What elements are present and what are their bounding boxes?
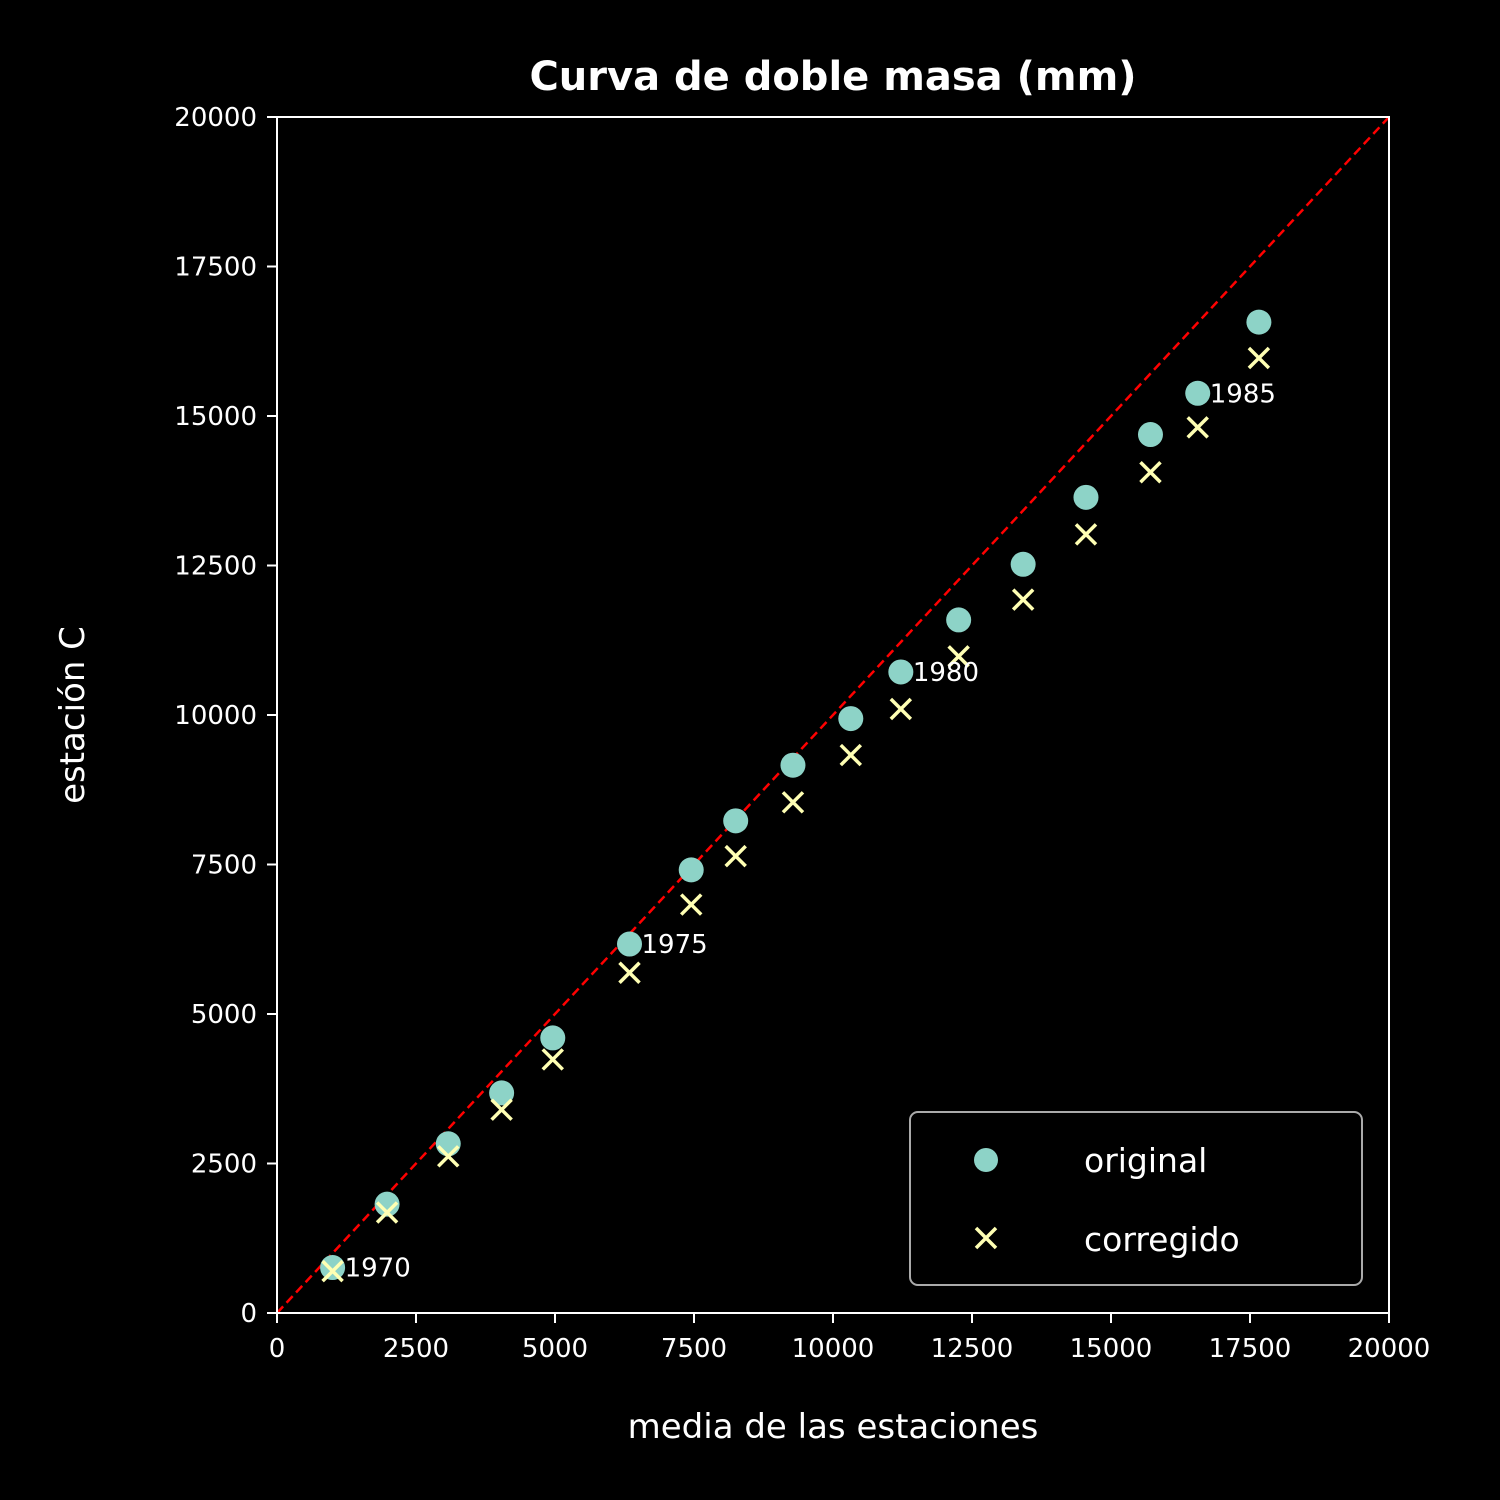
point-original-14 bbox=[1137, 422, 1163, 448]
x-tick-label-3: 7500 bbox=[661, 1334, 727, 1364]
point-corregido-7 bbox=[724, 844, 747, 868]
annotation-1985: 1985 bbox=[1210, 379, 1276, 409]
y-axis-label: estación C bbox=[53, 626, 93, 804]
point-original-8 bbox=[780, 752, 806, 778]
x-tick-label-4: 10000 bbox=[792, 1334, 875, 1364]
point-corregido-5 bbox=[618, 961, 641, 984]
y-tick-label-8: 20000 bbox=[174, 103, 257, 133]
x-axis-label: media de las estaciones bbox=[628, 1407, 1039, 1447]
x-tick-label-8: 20000 bbox=[1348, 1334, 1431, 1364]
x-tick-label-1: 2500 bbox=[383, 1334, 449, 1364]
y-tick-label-1: 2500 bbox=[191, 1150, 257, 1180]
point-corregido-6 bbox=[679, 893, 703, 916]
point-original-11 bbox=[946, 607, 972, 633]
reference-line bbox=[276, 116, 1390, 1314]
point-original-4 bbox=[540, 1025, 566, 1051]
year-annotations: 1970 1975 1980 1985 bbox=[345, 379, 1276, 1283]
point-corregido-13 bbox=[1074, 523, 1098, 546]
point-original-9 bbox=[838, 706, 864, 732]
legend-marker-original bbox=[974, 1148, 998, 1172]
point-original-1 bbox=[374, 1191, 400, 1217]
point-corregido-1 bbox=[375, 1201, 399, 1224]
y-tick-label-4: 10000 bbox=[174, 701, 257, 731]
legend-label-original: original bbox=[1084, 1141, 1207, 1180]
chart-title: Curva de doble masa (mm) bbox=[529, 54, 1136, 100]
point-corregido-9 bbox=[839, 743, 863, 767]
y-tick-label-6: 15000 bbox=[174, 402, 257, 432]
legend-box bbox=[909, 1111, 1363, 1286]
point-corregido-10 bbox=[889, 697, 913, 721]
point-original-7 bbox=[723, 808, 749, 834]
point-original-12 bbox=[1010, 551, 1036, 577]
point-original-5 bbox=[617, 931, 643, 957]
plot-frame bbox=[276, 116, 1390, 1314]
x-tick-label-5: 12500 bbox=[931, 1334, 1014, 1364]
annotation-1975: 1975 bbox=[642, 930, 708, 960]
point-corregido-0 bbox=[321, 1259, 344, 1283]
x-tick-label-7: 17500 bbox=[1209, 1334, 1292, 1364]
y-tick-label-2: 5000 bbox=[191, 1000, 257, 1030]
point-original-10 bbox=[888, 659, 914, 685]
x-tick-label-2: 5000 bbox=[522, 1334, 588, 1364]
point-original-3 bbox=[489, 1080, 515, 1106]
data-points bbox=[320, 309, 1272, 1283]
point-original-2 bbox=[435, 1131, 461, 1157]
point-original-0 bbox=[320, 1255, 346, 1281]
y-tick-label-3: 7500 bbox=[191, 851, 257, 881]
x-tick-label-0: 0 bbox=[269, 1334, 286, 1364]
point-original-6 bbox=[678, 857, 704, 883]
y-tick-label-7: 17500 bbox=[174, 253, 257, 283]
point-original-15 bbox=[1185, 380, 1211, 406]
legend: original corregido bbox=[909, 1111, 1363, 1286]
axis-ticks: 0 2500 5000 7500 10000 12500 15000 17500 20000 0 2… bbox=[174, 103, 1430, 1364]
legend-label-corregido: corregido bbox=[1084, 1220, 1240, 1259]
point-corregido-15 bbox=[1186, 416, 1209, 439]
y-tick-label-0: 0 bbox=[240, 1299, 257, 1329]
point-corregido-14 bbox=[1139, 460, 1162, 484]
legend-marker-corregido bbox=[974, 1226, 998, 1250]
annotation-1980: 1980 bbox=[913, 658, 979, 688]
point-corregido-8 bbox=[781, 791, 805, 814]
point-corregido-11 bbox=[947, 645, 970, 668]
point-original-16 bbox=[1246, 309, 1272, 335]
y-tick-label-5: 12500 bbox=[174, 552, 257, 582]
point-corregido-3 bbox=[490, 1098, 513, 1121]
point-corregido-4 bbox=[541, 1048, 565, 1071]
point-corregido-2 bbox=[437, 1145, 460, 1168]
reference-line-group bbox=[276, 116, 1390, 1314]
point-original-13 bbox=[1073, 484, 1099, 510]
point-corregido-12 bbox=[1011, 588, 1035, 611]
x-tick-label-6: 15000 bbox=[1070, 1334, 1153, 1364]
point-corregido-16 bbox=[1247, 346, 1271, 370]
annotation-1970: 1970 bbox=[345, 1254, 411, 1284]
